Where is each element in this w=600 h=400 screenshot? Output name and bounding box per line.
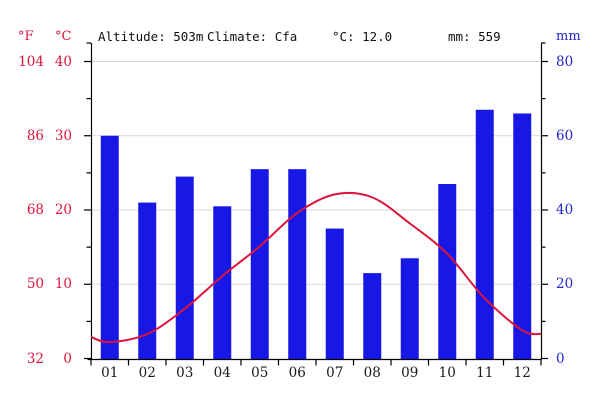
y-tick-label-mm: 20: [556, 276, 574, 293]
altitude-label: Altitude: 503m: [98, 29, 204, 44]
unit-label-mm: mm: [556, 29, 581, 44]
precip-bar-07: [325, 228, 344, 359]
y-tick-label-mm: 40: [556, 202, 574, 218]
y-tick-label-celsius: 30: [54, 127, 72, 144]
annual-precip-label: mm: 559: [448, 29, 501, 44]
precip-bar-01: [100, 135, 119, 359]
precip-bar-11: [475, 109, 494, 359]
x-tick-label-month-04: 04: [213, 365, 231, 381]
y-tick-label-fahrenheit: 86: [26, 127, 44, 144]
precip-bar-06: [288, 169, 307, 359]
unit-label-fahrenheit: °F: [18, 29, 34, 44]
unit-label-celsius: °C: [55, 29, 72, 44]
y-tick-label-mm: 0: [556, 350, 565, 367]
precip-bar-05: [250, 169, 269, 359]
y-tick-label-fahrenheit: 68: [26, 202, 44, 218]
y-tick-label-celsius: 40: [54, 53, 72, 70]
x-tick-label-month-02: 02: [138, 365, 156, 381]
y-tick-label-fahrenheit: 50: [26, 276, 44, 293]
x-tick-label-month-11: 11: [476, 365, 494, 381]
precip-bar-10: [438, 184, 457, 359]
temperature-line: [90, 191, 542, 344]
precip-bar-09: [400, 258, 419, 359]
y-tick-label-celsius: 20: [54, 202, 72, 218]
x-tick-label-month-12: 12: [513, 365, 531, 381]
precip-bar-08: [363, 273, 382, 359]
mean-temp-label: °C: 12.0: [332, 29, 393, 44]
precip-bar-03: [175, 176, 194, 359]
x-tick-label-month-05: 05: [251, 365, 269, 381]
x-tick-label-month-08: 08: [363, 365, 381, 381]
x-tick-label-month-09: 09: [401, 365, 419, 381]
y-tick-label-celsius: 10: [54, 276, 72, 293]
y-tick-label-mm: 80: [556, 53, 574, 70]
y-tick-label-fahrenheit: 32: [26, 350, 44, 367]
y-tick-label-celsius: 0: [63, 350, 72, 367]
precip-bar-02: [138, 202, 157, 359]
precip-bar-04: [213, 206, 232, 359]
precip-bar-12: [513, 113, 532, 359]
climate-label: Climate: Cfa: [207, 29, 298, 44]
x-tick-label-month-07: 07: [326, 365, 344, 381]
x-tick-label-month-03: 03: [176, 365, 194, 381]
y-tick-label-fahrenheit: 104: [18, 53, 44, 70]
x-tick-label-month-10: 10: [438, 365, 456, 381]
x-tick-label-month-01: 01: [101, 365, 119, 381]
x-tick-label-month-06: 06: [288, 365, 306, 381]
y-tick-label-mm: 60: [556, 127, 574, 144]
